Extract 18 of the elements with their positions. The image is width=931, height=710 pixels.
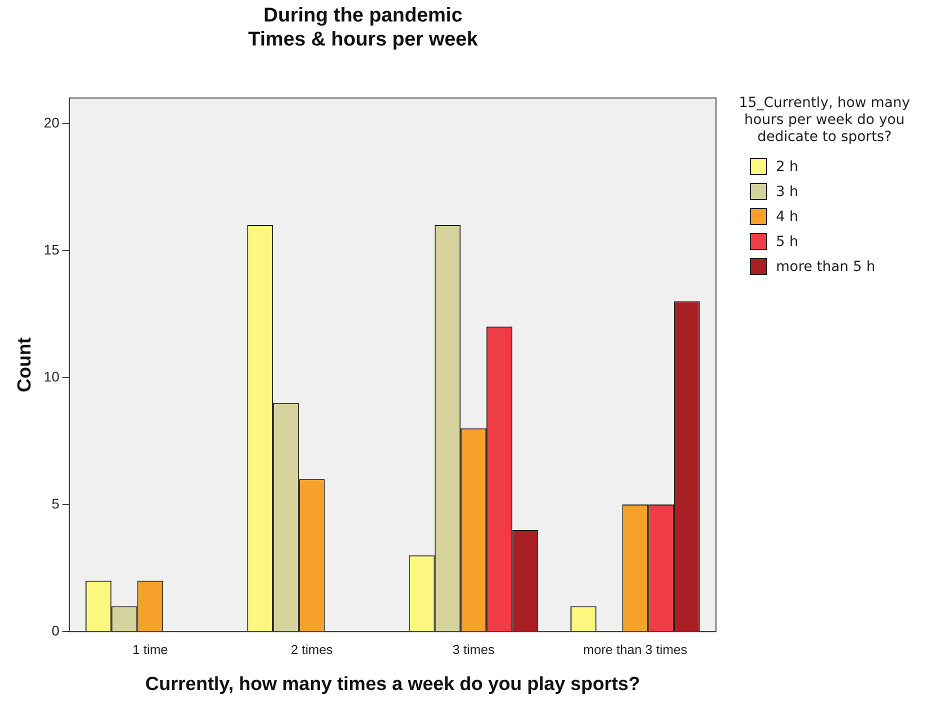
y-axis-title: Count bbox=[14, 336, 36, 392]
y-tick-label: 0 bbox=[52, 622, 60, 638]
legend-label: 4 h bbox=[776, 208, 798, 224]
x-tick-label: 3 times bbox=[452, 642, 495, 657]
x-tick-label: 2 times bbox=[290, 642, 334, 657]
y-tick-label: 15 bbox=[44, 241, 60, 258]
legend-title: 15_Currently, how many hours per week do you dedicate to sports? bbox=[738, 95, 912, 146]
y-tick-label: 20 bbox=[44, 114, 60, 130]
x-axis-title: Currently, how many times a week do you play sports? bbox=[145, 674, 640, 695]
legend-label: 2 h bbox=[776, 158, 798, 174]
x-tick-label: 1 time bbox=[132, 642, 168, 657]
legend-label: more than 5 h bbox=[776, 258, 876, 274]
legend-label: 3 h bbox=[776, 184, 798, 200]
y-tick-label: 5 bbox=[52, 495, 60, 512]
x-tick-label: more than 3 times bbox=[583, 642, 688, 657]
chart-title: During the pandemic Times & hours per week bbox=[248, 4, 479, 51]
y-tick-label: 10 bbox=[44, 368, 60, 384]
legend-label: 5 h bbox=[776, 234, 798, 250]
